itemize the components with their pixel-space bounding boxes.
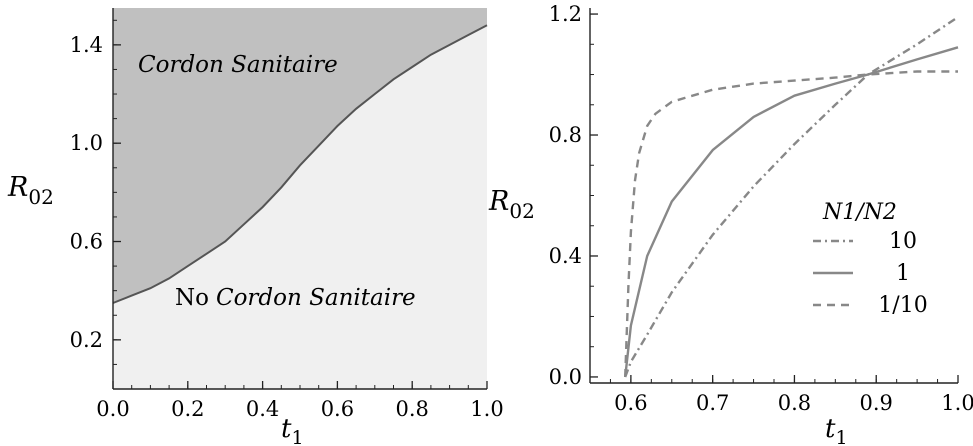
right-panel: 0.6 0.7 0.8 0.9 1.0 0.00.40.81.2 R02 t1 N1/N…	[488, 2, 973, 446]
right-x-tick-label: 0.7	[696, 391, 729, 415]
right-x-axis-label-sub: 1	[835, 427, 847, 446]
left-x-ticks: 0.0 0.2 0.4 0.6 0.8 1.0	[96, 381, 504, 421]
left-x-tick-label: 0.8	[395, 397, 428, 421]
left-x-tick-label: 0.4	[246, 397, 279, 421]
left-x-axis-label: t1	[281, 414, 304, 446]
right-series	[624, 16, 959, 378]
left-x-tick-label: 0.6	[321, 397, 354, 421]
legend: N1/N2 10 1 1/10	[813, 200, 928, 318]
region-label-no: No	[175, 285, 209, 311]
left-minor-ticks	[113, 19, 469, 389]
legend-title: N1/N2	[822, 200, 897, 225]
left-y-axis-label-sub: 02	[28, 185, 53, 209]
series-line-0	[624, 16, 959, 378]
region-label-no-cordon: No Cordon Sanitaire	[175, 285, 416, 311]
region-label-cordon: Cordon Sanitaire	[138, 52, 338, 78]
right-x-tick-label: 1.0	[941, 391, 973, 415]
left-y-axis-label: R02	[7, 172, 54, 209]
series-line-2	[624, 70, 958, 378]
right-y-tick-label: 0.8	[549, 123, 582, 147]
region-label-no-cordon-italic: Cordon Sanitaire	[216, 285, 416, 311]
right-y-axis-label: R02	[488, 186, 535, 223]
right-y-tick-label: 0.0	[549, 365, 582, 389]
legend-label: 10	[889, 229, 917, 254]
right-y-tick-label: 1.2	[549, 2, 582, 26]
legend-label: 1	[896, 261, 910, 286]
left-y-tick-label: 0.2	[70, 328, 103, 352]
right-x-tick-label: 0.9	[860, 391, 893, 415]
left-y-ticks: 0.2 0.6 1.0 1.4	[70, 33, 121, 352]
boundary-curve	[112, 24, 488, 304]
left-y-axis-label-main: R	[7, 172, 28, 203]
left-x-axis-label-sub: 1	[291, 427, 303, 446]
left-x-tick-label: 1.0	[470, 397, 503, 421]
left-x-tick-label: 0.2	[171, 397, 204, 421]
left-y-tick-label: 1.0	[70, 131, 103, 155]
right-y-ticks: 0.0 0.4 0.8 1.2	[549, 2, 598, 389]
left-x-axis-label-main: t	[281, 414, 292, 444]
left-x-tick-label: 0.0	[96, 397, 129, 421]
right-y-tick-label: 0.4	[549, 244, 582, 268]
legend-items: 10 1 1/10	[813, 229, 928, 318]
no-cordon-sanitaire-region	[113, 25, 487, 389]
right-y-axis-label-main: R	[488, 186, 509, 217]
right-y-axis-label-sub: 02	[509, 199, 534, 223]
right-x-axis-label-main: t	[825, 414, 836, 444]
cordon-sanitaire-region	[113, 8, 487, 303]
right-x-axis-label: t1	[825, 414, 848, 446]
left-panel: 0.0 0.2 0.4 0.6 0.8 1.0 0.2 0.6 1.0 1.4 Cordon S…	[7, 8, 504, 446]
left-y-tick-label: 1.4	[70, 33, 103, 57]
right-x-ticks: 0.6 0.7 0.8 0.9 1.0	[614, 375, 973, 415]
left-y-tick-label: 0.6	[70, 230, 103, 254]
right-x-tick-label: 0.6	[614, 391, 647, 415]
series-line-1	[624, 46, 959, 378]
right-minor-ticks	[590, 13, 939, 383]
right-x-tick-label: 0.8	[778, 391, 811, 415]
legend-label: 1/10	[878, 293, 927, 318]
